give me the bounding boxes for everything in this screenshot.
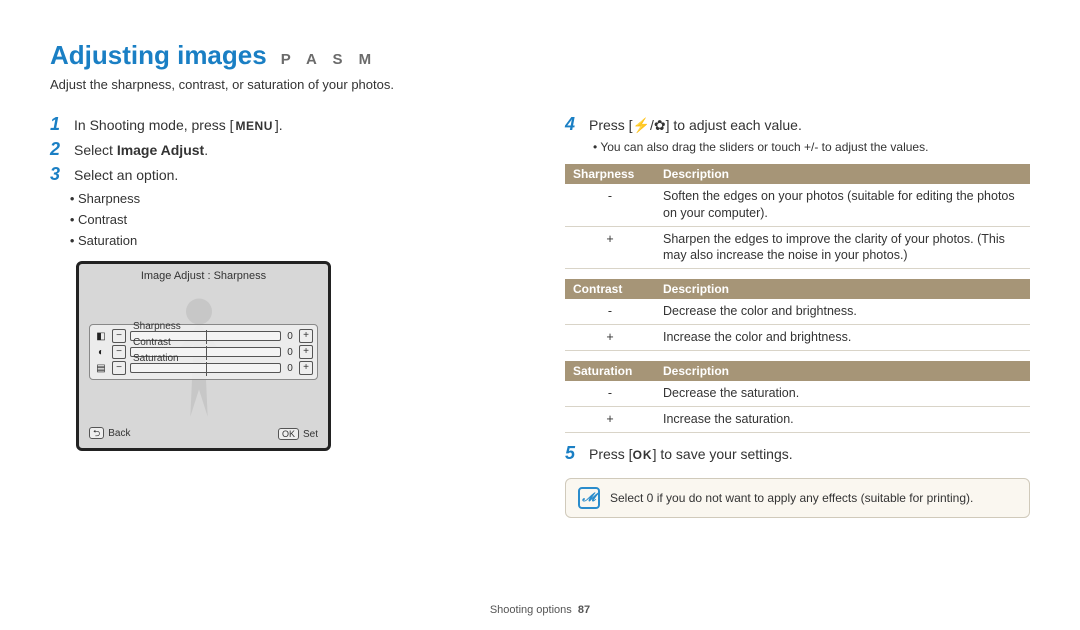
ok-icon: OK: [278, 428, 299, 440]
slider-row-contrast: ◐ − Contrast 0 +: [94, 345, 313, 359]
step-number: 5: [565, 443, 581, 464]
contrast-icon: ◐: [94, 346, 108, 358]
list-item: Saturation: [78, 231, 515, 252]
left-column: 1 In Shooting mode, press [MENU]. 2 Sele…: [50, 114, 515, 518]
table-row: +Increase the saturation.: [565, 406, 1030, 432]
page-subtitle: Adjust the sharpness, contrast, or satur…: [50, 77, 1030, 92]
flash-icon: ⚡: [633, 117, 650, 133]
tip-box: 𝓜 Select 0 if you do not want to apply a…: [565, 478, 1030, 518]
step-number: 2: [50, 139, 66, 160]
table-row: -Soften the edges on your photos (suitab…: [565, 184, 1030, 226]
plus-button[interactable]: +: [299, 329, 313, 343]
step-5-text: Press [OK] to save your settings.: [589, 446, 1030, 462]
note-icon: 𝓜: [578, 487, 600, 509]
lcd-preview: Image Adjust : Sharpness ◧ − Sharpness 0…: [76, 261, 331, 451]
plus-button[interactable]: +: [299, 361, 313, 375]
back-icon: ⮌: [89, 427, 104, 439]
sharpness-table: SharpnessDescription -Soften the edges o…: [565, 164, 1030, 270]
saturation-table: SaturationDescription -Decrease the satu…: [565, 361, 1030, 433]
lcd-back[interactable]: ⮌Back: [89, 426, 130, 442]
tip-text: Select 0 if you do not want to apply any…: [610, 491, 973, 505]
minus-button[interactable]: −: [112, 345, 126, 359]
list-item: Contrast: [78, 210, 515, 231]
list-item: Sharpness: [78, 189, 515, 210]
slider-track[interactable]: Saturation: [130, 363, 281, 373]
minus-button[interactable]: −: [112, 329, 126, 343]
mode-letters: P A S M: [281, 51, 377, 68]
table-row: +Sharpen the edges to improve the clarit…: [565, 226, 1030, 269]
lcd-title: Image Adjust : Sharpness: [87, 270, 320, 282]
step-2-text: Select Image Adjust.: [74, 142, 515, 158]
step-number: 4: [565, 114, 581, 135]
option-list: Sharpness Contrast Saturation: [78, 189, 515, 251]
step-1-text: In Shooting mode, press [MENU].: [74, 117, 515, 133]
step-4-note: • You can also drag the sliders or touch…: [593, 139, 1030, 156]
slider-value: 0: [285, 363, 295, 374]
slider-value: 0: [285, 347, 295, 358]
table-row: -Decrease the color and brightness.: [565, 299, 1030, 324]
table-row: -Decrease the saturation.: [565, 381, 1030, 406]
slider-row-sharpness: ◧ − Sharpness 0 +: [94, 329, 313, 343]
slider-row-saturation: ▤ − Saturation 0 +: [94, 361, 313, 375]
sharpness-icon: ◧: [94, 330, 108, 342]
slider-value: 0: [285, 331, 295, 342]
minus-button[interactable]: −: [112, 361, 126, 375]
step-number: 3: [50, 164, 66, 185]
step-number: 1: [50, 114, 66, 135]
contrast-table: ContrastDescription -Decrease the color …: [565, 279, 1030, 351]
saturation-icon: ▤: [94, 362, 108, 374]
lcd-set[interactable]: OKSet: [278, 429, 318, 440]
table-row: +Increase the color and brightness.: [565, 325, 1030, 351]
slider-panel: ◧ − Sharpness 0 + ◐ − Contrast 0 + ▤ − S…: [89, 324, 318, 380]
step-3-text: Select an option.: [74, 167, 515, 183]
menu-icon: MENU: [234, 119, 275, 133]
right-column: 4 Press [⚡/✿] to adjust each value. • Yo…: [565, 114, 1030, 518]
ok-icon: OK: [633, 448, 653, 462]
page-footer: Shooting options 87: [0, 604, 1080, 616]
plus-button[interactable]: +: [299, 345, 313, 359]
page-title: Adjusting images: [50, 40, 267, 71]
timer-icon: ✿: [654, 117, 666, 133]
step-4-text: Press [⚡/✿] to adjust each value.: [589, 117, 1030, 134]
